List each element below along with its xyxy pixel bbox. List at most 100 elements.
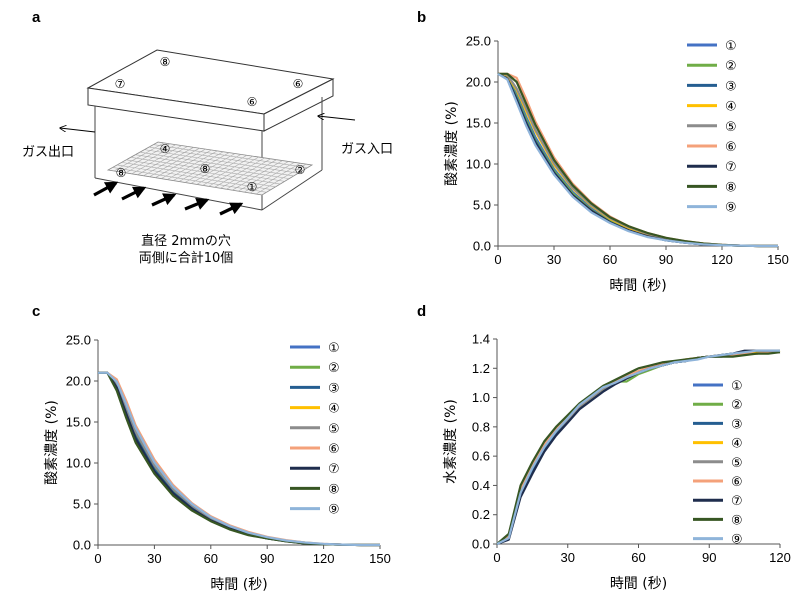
y-tick-label: 0.0 <box>472 537 490 552</box>
legend-label-1: ① <box>725 38 737 53</box>
x-tick-label: 150 <box>369 551 391 566</box>
legend-label-7: ⑦ <box>731 493 743 508</box>
series-line-4 <box>98 371 380 547</box>
y-tick-label: 1.0 <box>472 390 490 405</box>
x-tick-label: 30 <box>147 551 161 566</box>
x-tick-label: 90 <box>260 551 274 566</box>
floor-label-8a: ⑧ <box>116 166 127 180</box>
lid-label-6a: ⑥ <box>293 77 304 91</box>
x-axis-title: 時間 (秒) <box>210 577 267 593</box>
legend-label-1: ① <box>731 378 743 393</box>
x-axis-title: 時間 (秒) <box>609 278 666 294</box>
x-tick-label: 120 <box>769 550 791 565</box>
y-tick-label: 20.0 <box>66 374 91 389</box>
series-line-1 <box>98 371 380 547</box>
legend-label-2: ② <box>731 397 743 412</box>
x-tick-label: 60 <box>603 252 617 267</box>
y-tick-label: 10.0 <box>66 456 91 471</box>
legend-label-5: ⑤ <box>725 119 737 134</box>
panel-letter-a: a <box>32 9 41 26</box>
legend-label-9: ⑨ <box>328 502 340 517</box>
legend-label-4: ④ <box>725 99 737 114</box>
series-line-9 <box>497 72 778 248</box>
y-tick-label: 15.0 <box>66 415 91 430</box>
series-line-5 <box>98 371 380 547</box>
x-tick-label: 60 <box>204 551 218 566</box>
gas-inlet-label: ガス入口 <box>341 142 393 157</box>
x-axis-title: 時間 (秒) <box>610 576 667 592</box>
floor-label-4: ④ <box>160 142 171 156</box>
x-tick-label: 150 <box>767 252 789 267</box>
x-tick-label: 120 <box>711 252 733 267</box>
floor-label-1: ① <box>247 180 258 194</box>
series-line-6 <box>98 371 380 547</box>
lid-label-8: ⑧ <box>160 55 171 69</box>
y-tick-label: 1.2 <box>472 361 490 376</box>
legend-label-6: ⑥ <box>725 139 737 154</box>
y-tick-label: 0.0 <box>473 239 491 254</box>
legend-label-7: ⑦ <box>328 461 340 476</box>
series-line-9 <box>496 349 780 545</box>
x-tick-label: 0 <box>94 551 101 566</box>
lid-label-7: ⑦ <box>115 77 126 91</box>
legend-label-3: ③ <box>328 380 340 395</box>
legend-label-5: ⑤ <box>731 455 743 470</box>
legend-label-2: ② <box>725 58 737 73</box>
x-tick-label: 90 <box>702 550 716 565</box>
y-tick-label: 0.8 <box>472 419 490 434</box>
series-line-8 <box>98 371 380 547</box>
series-line-9 <box>98 371 380 547</box>
legend-label-6: ⑥ <box>328 441 340 456</box>
legend-label-8: ⑧ <box>725 179 737 194</box>
series-line-6 <box>496 351 780 545</box>
legend-label-3: ③ <box>731 416 743 431</box>
x-tick-label: 30 <box>547 252 561 267</box>
legend-label-4: ④ <box>731 436 743 451</box>
lid-label-6b: ⑥ <box>247 95 258 109</box>
legend-label-2: ② <box>328 360 340 375</box>
panel-letter-b: b <box>417 9 426 26</box>
y-tick-label: 0.0 <box>73 538 91 553</box>
chart-b: 0 30 60 90 120 150 0.0 5.0 10.0 15.0 20.0 25.0 時間 (秒… <box>444 34 789 295</box>
legend-label-9: ⑨ <box>731 532 743 547</box>
series-line-7 <box>98 371 380 547</box>
gas-inlet-arrow <box>318 116 356 121</box>
floor-label-8b: ⑧ <box>200 162 211 176</box>
x-tick-label: 120 <box>313 551 335 566</box>
chart-c: 0 30 60 90 120 150 0.0 5.0 10.0 15.0 20.0 25.0 時間 (秒… <box>44 333 391 594</box>
y-tick-label: 1.4 <box>472 332 490 347</box>
chamber-diagram: ガス出口 ガス入口 ⑦ ⑧ ⑥ ⑥ ⑧ ④ ⑧ ② ① 直径 2mmの穴 両側に… <box>22 49 393 266</box>
legend-label-4: ④ <box>328 401 340 416</box>
legend-label-6: ⑥ <box>731 474 743 489</box>
legend-label-9: ⑨ <box>725 200 737 215</box>
y-tick-label: 0.4 <box>472 478 490 493</box>
panel-letter-c: c <box>32 303 40 320</box>
y-tick-label: 0.6 <box>472 449 490 464</box>
y-tick-label: 25.0 <box>66 333 91 348</box>
y-tick-label: 15.0 <box>466 116 491 131</box>
hole-arrows <box>93 181 244 216</box>
gas-outlet-label: ガス出口 <box>22 145 74 160</box>
legend-label-5: ⑤ <box>328 421 340 436</box>
legend-label-7: ⑦ <box>725 159 737 174</box>
panel-letter-d: d <box>417 303 426 320</box>
legend-label-1: ① <box>328 340 340 355</box>
y-axis-title: 酸素濃度 (%) <box>444 101 460 186</box>
y-tick-label: 10.0 <box>466 157 491 172</box>
caption-line-1: 直径 2mmの穴 <box>141 234 231 249</box>
gas-outlet-arrow <box>60 128 96 133</box>
caption-line-2: 両側に合計10個 <box>139 250 234 266</box>
legend-label-8: ⑧ <box>731 512 743 527</box>
series-line-8 <box>496 351 781 545</box>
x-tick-label: 60 <box>631 550 645 565</box>
x-tick-label: 30 <box>561 550 575 565</box>
x-tick-label: 90 <box>659 252 673 267</box>
y-tick-label: 5.0 <box>73 497 91 512</box>
y-tick-label: 25.0 <box>466 34 491 49</box>
floor-label-2: ② <box>295 163 306 177</box>
y-axis-title: 水素濃度 (%) <box>443 399 459 484</box>
y-tick-label: 0.2 <box>472 507 490 522</box>
x-tick-label: 0 <box>493 550 500 565</box>
x-tick-label: 0 <box>494 252 501 267</box>
